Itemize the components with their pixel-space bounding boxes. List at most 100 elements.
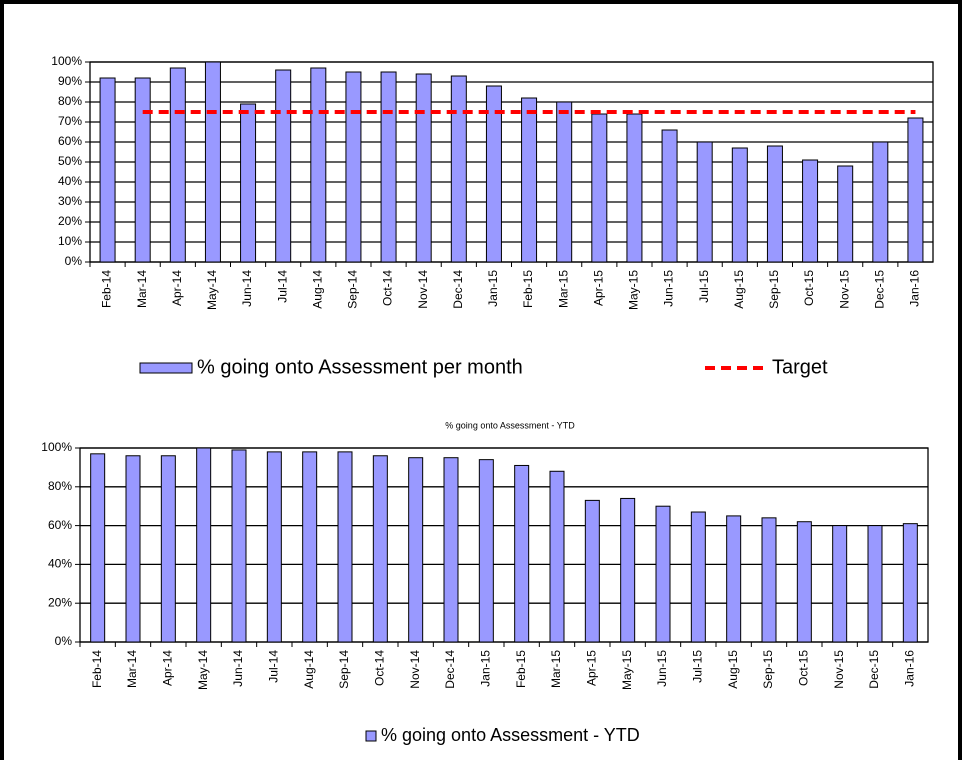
x-tick-label: Sep-15: [767, 270, 781, 309]
bar: [696, 141, 713, 263]
x-tick-label: Jun-15: [655, 650, 669, 687]
bar: [90, 453, 106, 643]
bar: [514, 464, 530, 643]
x-tick-label: Nov-14: [416, 270, 430, 309]
bar: [204, 61, 221, 263]
x-tick-label: Jan-16: [908, 270, 922, 307]
bar: [626, 113, 643, 263]
bar: [690, 511, 706, 643]
x-tick-label: Nov-14: [408, 650, 422, 689]
x-tick-label: Dec-15: [867, 650, 881, 689]
bar: [266, 451, 282, 643]
x-tick-label: Jan-15: [486, 270, 500, 307]
x-tick-label: Jun-15: [662, 270, 676, 307]
bar: [872, 141, 889, 263]
x-tick-label: Jan-15: [479, 650, 493, 687]
x-tick-label: Jan-16: [903, 650, 917, 687]
bar: [731, 147, 748, 263]
bar: [443, 457, 459, 643]
bar: [761, 517, 777, 643]
x-tick-label: Oct-15: [797, 650, 811, 686]
x-tick-label: Dec-15: [872, 270, 886, 309]
bar: [125, 455, 141, 643]
bar: [345, 71, 362, 263]
x-tick-label: Mar-14: [125, 650, 139, 688]
bar: [837, 165, 854, 263]
x-tick-label: Oct-14: [381, 270, 395, 306]
bar: [867, 525, 883, 643]
legend-swatch: [365, 730, 377, 742]
y-tick-label: 100%: [51, 54, 82, 68]
x-tick-label: Jun-14: [240, 270, 254, 307]
y-tick-label: 10%: [58, 234, 82, 248]
bar: [275, 69, 292, 263]
y-tick-label: 80%: [58, 94, 82, 108]
x-tick-label: Dec-14: [451, 270, 465, 309]
bar: [907, 117, 924, 263]
bar: [169, 67, 186, 263]
x-tick-label: Sep-15: [761, 650, 775, 689]
legend-label: % going onto Assessment - YTD: [381, 725, 640, 745]
bar: [549, 470, 565, 643]
y-tick-label: 50%: [58, 154, 82, 168]
bar: [160, 455, 176, 643]
x-tick-label: Aug-14: [302, 650, 316, 689]
x-tick-label: Jun-14: [231, 650, 245, 687]
y-tick-label: 90%: [58, 74, 82, 88]
bar: [415, 73, 432, 263]
bar: [134, 77, 151, 263]
y-tick-label: 40%: [58, 174, 82, 188]
x-tick-label: Oct-14: [373, 650, 387, 686]
y-tick-label: 70%: [58, 114, 82, 128]
x-tick-label: May-15: [627, 270, 641, 310]
y-tick-label: 60%: [48, 518, 72, 532]
bar: [591, 113, 608, 263]
bar: [196, 447, 212, 643]
x-tick-label: Apr-14: [170, 270, 184, 306]
bar: [661, 129, 678, 263]
bar: [620, 497, 636, 643]
bar: [726, 515, 742, 643]
x-tick-label: May-14: [205, 270, 219, 310]
y-tick-label: 60%: [58, 134, 82, 148]
bar: [832, 525, 848, 643]
y-tick-label: 20%: [48, 595, 72, 609]
bar: [766, 145, 783, 263]
x-tick-label: Mar-15: [549, 650, 563, 688]
bar: [521, 97, 538, 263]
bar: [240, 103, 257, 263]
bar: [485, 85, 502, 263]
x-tick-label: Jul-14: [275, 270, 289, 303]
x-tick-label: Jul-14: [267, 650, 281, 683]
bar: [302, 451, 318, 643]
x-tick-label: Feb-14: [90, 650, 104, 688]
legend-label: Target: [772, 356, 828, 378]
x-tick-label: Feb-15: [521, 270, 535, 308]
x-tick-label: May-14: [196, 650, 210, 690]
y-tick-label: 20%: [58, 214, 82, 228]
bar: [796, 521, 812, 643]
x-tick-label: Aug-15: [732, 270, 746, 309]
x-tick-label: Dec-14: [443, 650, 457, 689]
bar: [802, 159, 819, 263]
bar: [450, 75, 467, 263]
x-tick-label: Feb-14: [100, 270, 114, 308]
bar: [478, 459, 494, 643]
chart-title: % going onto Assessment - YTD: [445, 420, 575, 430]
bar: [408, 457, 424, 643]
y-tick-label: 40%: [48, 557, 72, 571]
bar: [337, 451, 353, 643]
y-tick-label: 100%: [41, 440, 72, 454]
bar: [902, 523, 918, 643]
x-tick-label: Aug-15: [726, 650, 740, 689]
y-tick-label: 0%: [55, 634, 73, 648]
bar: [310, 67, 327, 263]
x-tick-label: Aug-14: [310, 270, 324, 309]
legend-label: % going onto Assessment per month: [197, 356, 523, 378]
x-tick-label: Apr-14: [161, 650, 175, 686]
x-tick-label: Mar-14: [135, 270, 149, 308]
y-tick-label: 0%: [65, 254, 83, 268]
bar: [584, 499, 600, 643]
